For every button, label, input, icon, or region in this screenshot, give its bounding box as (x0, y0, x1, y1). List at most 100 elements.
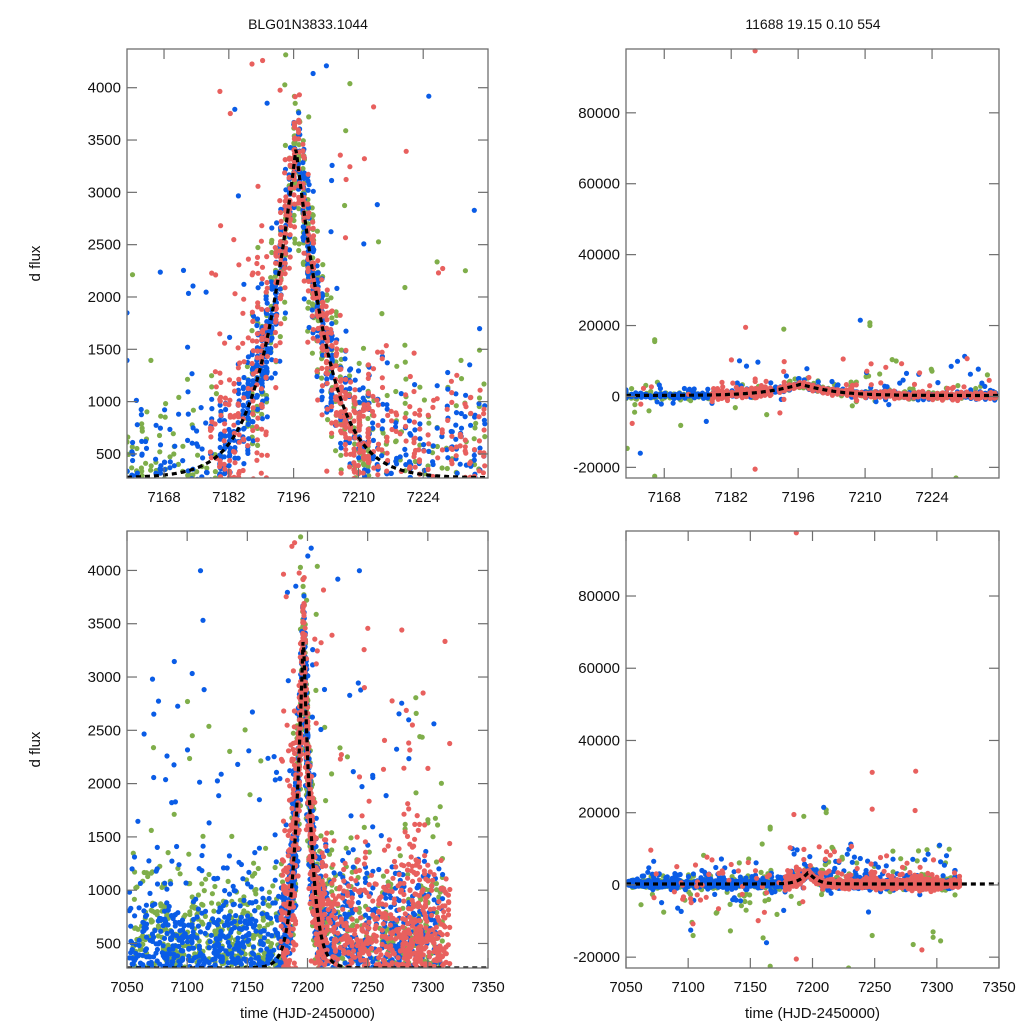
data-point (255, 865, 261, 872)
data-point (175, 461, 181, 467)
data-point (236, 470, 242, 477)
data-point (227, 334, 233, 340)
data-point (758, 393, 764, 399)
data-point (417, 426, 423, 432)
data-point (185, 389, 191, 395)
data-point (180, 443, 186, 449)
data-point (278, 218, 284, 224)
data-point (268, 275, 274, 281)
data-point (306, 299, 312, 305)
data-point (917, 370, 923, 376)
data-point (806, 374, 812, 381)
data-point (255, 270, 261, 276)
data-point (241, 461, 247, 467)
data-point (310, 225, 316, 231)
data-point (471, 452, 477, 458)
data-point (463, 392, 469, 398)
data-point (380, 430, 386, 436)
data-point (227, 414, 233, 420)
data-point (975, 366, 981, 372)
data-point (217, 454, 224, 460)
data-point (691, 386, 697, 392)
data-point (352, 435, 358, 441)
data-point (911, 381, 918, 387)
data-point (305, 178, 311, 184)
y-axis-title: d flux (27, 245, 44, 281)
data-point (402, 446, 408, 452)
data-point (199, 901, 205, 907)
data-point (379, 356, 385, 362)
data-point (435, 455, 441, 461)
data-point (207, 449, 213, 455)
data-point (955, 383, 961, 389)
data-point (207, 425, 213, 431)
data-point (929, 368, 935, 374)
data-point (375, 239, 382, 245)
data-point (185, 437, 191, 443)
data-point (412, 458, 418, 465)
data-point (407, 404, 413, 410)
data-point (218, 412, 224, 418)
data-point (185, 344, 191, 350)
data-point (212, 928, 218, 934)
data-point (222, 395, 228, 401)
data-point (260, 327, 266, 334)
y-tick-label: 2500 (88, 237, 121, 254)
data-point (235, 402, 242, 408)
data-point (254, 338, 260, 344)
data-point (266, 966, 272, 968)
data-point (337, 152, 343, 158)
data-point (351, 449, 357, 455)
data-point (407, 464, 413, 470)
data-point (365, 390, 371, 396)
data-point (462, 437, 468, 443)
data-point (157, 449, 163, 455)
data-point (297, 564, 303, 571)
data-point (319, 365, 325, 371)
data-point (209, 900, 215, 906)
data-point (366, 405, 372, 411)
data-point (403, 462, 409, 468)
data-point (763, 378, 769, 384)
data-point (246, 436, 252, 442)
data-point (268, 350, 274, 356)
data-point (406, 459, 413, 465)
data-point (227, 445, 233, 451)
data-point (389, 418, 395, 424)
data-point (283, 194, 289, 200)
data-point (346, 439, 352, 446)
data-point (199, 446, 205, 452)
data-point (162, 467, 168, 473)
scatter-points (127, 534, 453, 968)
data-point (217, 331, 223, 337)
data-point (458, 425, 465, 431)
data-point (315, 258, 321, 264)
data-point (282, 170, 288, 176)
data-point (236, 432, 242, 438)
data-point (434, 383, 440, 389)
data-point (260, 57, 266, 64)
data-point (258, 386, 265, 392)
data-point (796, 376, 802, 382)
data-point (295, 200, 301, 206)
data-point (263, 289, 269, 295)
data-point (412, 427, 418, 433)
data-point (232, 291, 238, 297)
data-point (417, 384, 423, 390)
data-point (209, 373, 215, 379)
data-point (250, 476, 256, 478)
data-point (403, 392, 409, 398)
data-point (315, 397, 321, 403)
data-point (352, 410, 358, 416)
data-point (129, 465, 135, 471)
data-point (384, 438, 390, 444)
data-point (753, 386, 759, 392)
data-point (445, 417, 451, 423)
y-tick-label: 1000 (88, 394, 121, 411)
data-point (259, 276, 265, 282)
data-point (165, 850, 171, 856)
data-point (453, 391, 459, 397)
data-point (259, 281, 265, 287)
data-point (467, 395, 473, 401)
data-point (286, 265, 292, 271)
